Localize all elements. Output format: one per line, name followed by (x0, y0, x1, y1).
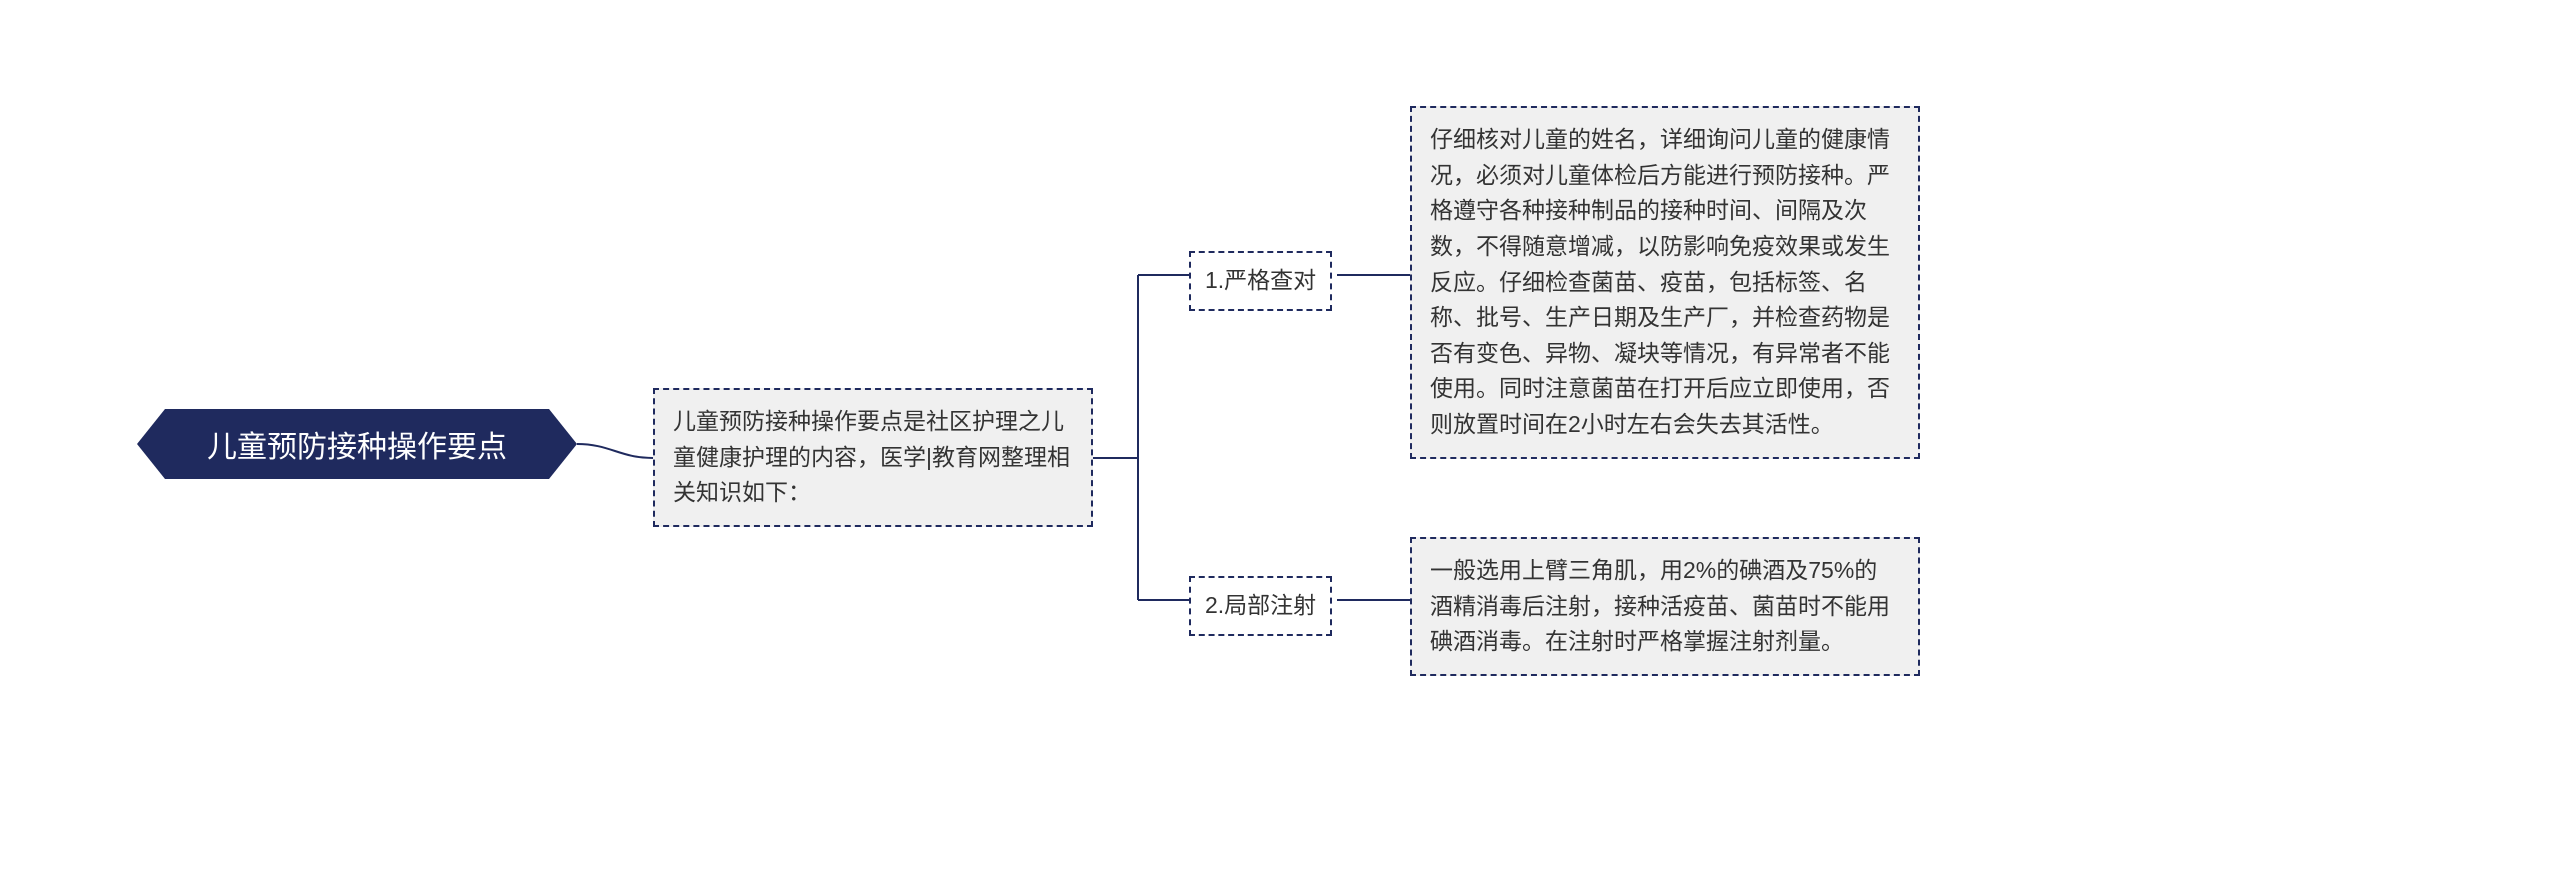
branch-1-label: 1.严格查对 (1189, 251, 1332, 311)
level1-node: 儿童预防接种操作要点是社区护理之儿童健康护理的内容，医学|教育网整理相关知识如下… (653, 388, 1093, 527)
branch-2-label-text: 2.局部注射 (1205, 592, 1316, 618)
level1-text: 儿童预防接种操作要点是社区护理之儿童健康护理的内容，医学|教育网整理相关知识如下… (673, 408, 1070, 505)
branch-2-label: 2.局部注射 (1189, 576, 1332, 636)
mindmap-canvas: 儿童预防接种操作要点 儿童预防接种操作要点是社区护理之儿童健康护理的内容，医学|… (0, 0, 2560, 888)
root-node: 儿童预防接种操作要点 (165, 409, 549, 479)
branch-1-label-text: 1.严格查对 (1205, 267, 1316, 293)
branch-1-detail: 仔细核对儿童的姓名，详细询问儿童的健康情况，必须对儿童体检后方能进行预防接种。严… (1410, 106, 1920, 459)
root-label: 儿童预防接种操作要点 (207, 422, 507, 466)
branch-2-detail: 一般选用上臂三角肌，用2%的碘酒及75%的酒精消毒后注射，接种活疫苗、菌苗时不能… (1410, 537, 1920, 676)
branch-2-detail-text: 一般选用上臂三角肌，用2%的碘酒及75%的酒精消毒后注射，接种活疫苗、菌苗时不能… (1430, 557, 1890, 654)
branch-1-detail-text: 仔细核对儿童的姓名，详细询问儿童的健康情况，必须对儿童体检后方能进行预防接种。严… (1430, 126, 1890, 437)
